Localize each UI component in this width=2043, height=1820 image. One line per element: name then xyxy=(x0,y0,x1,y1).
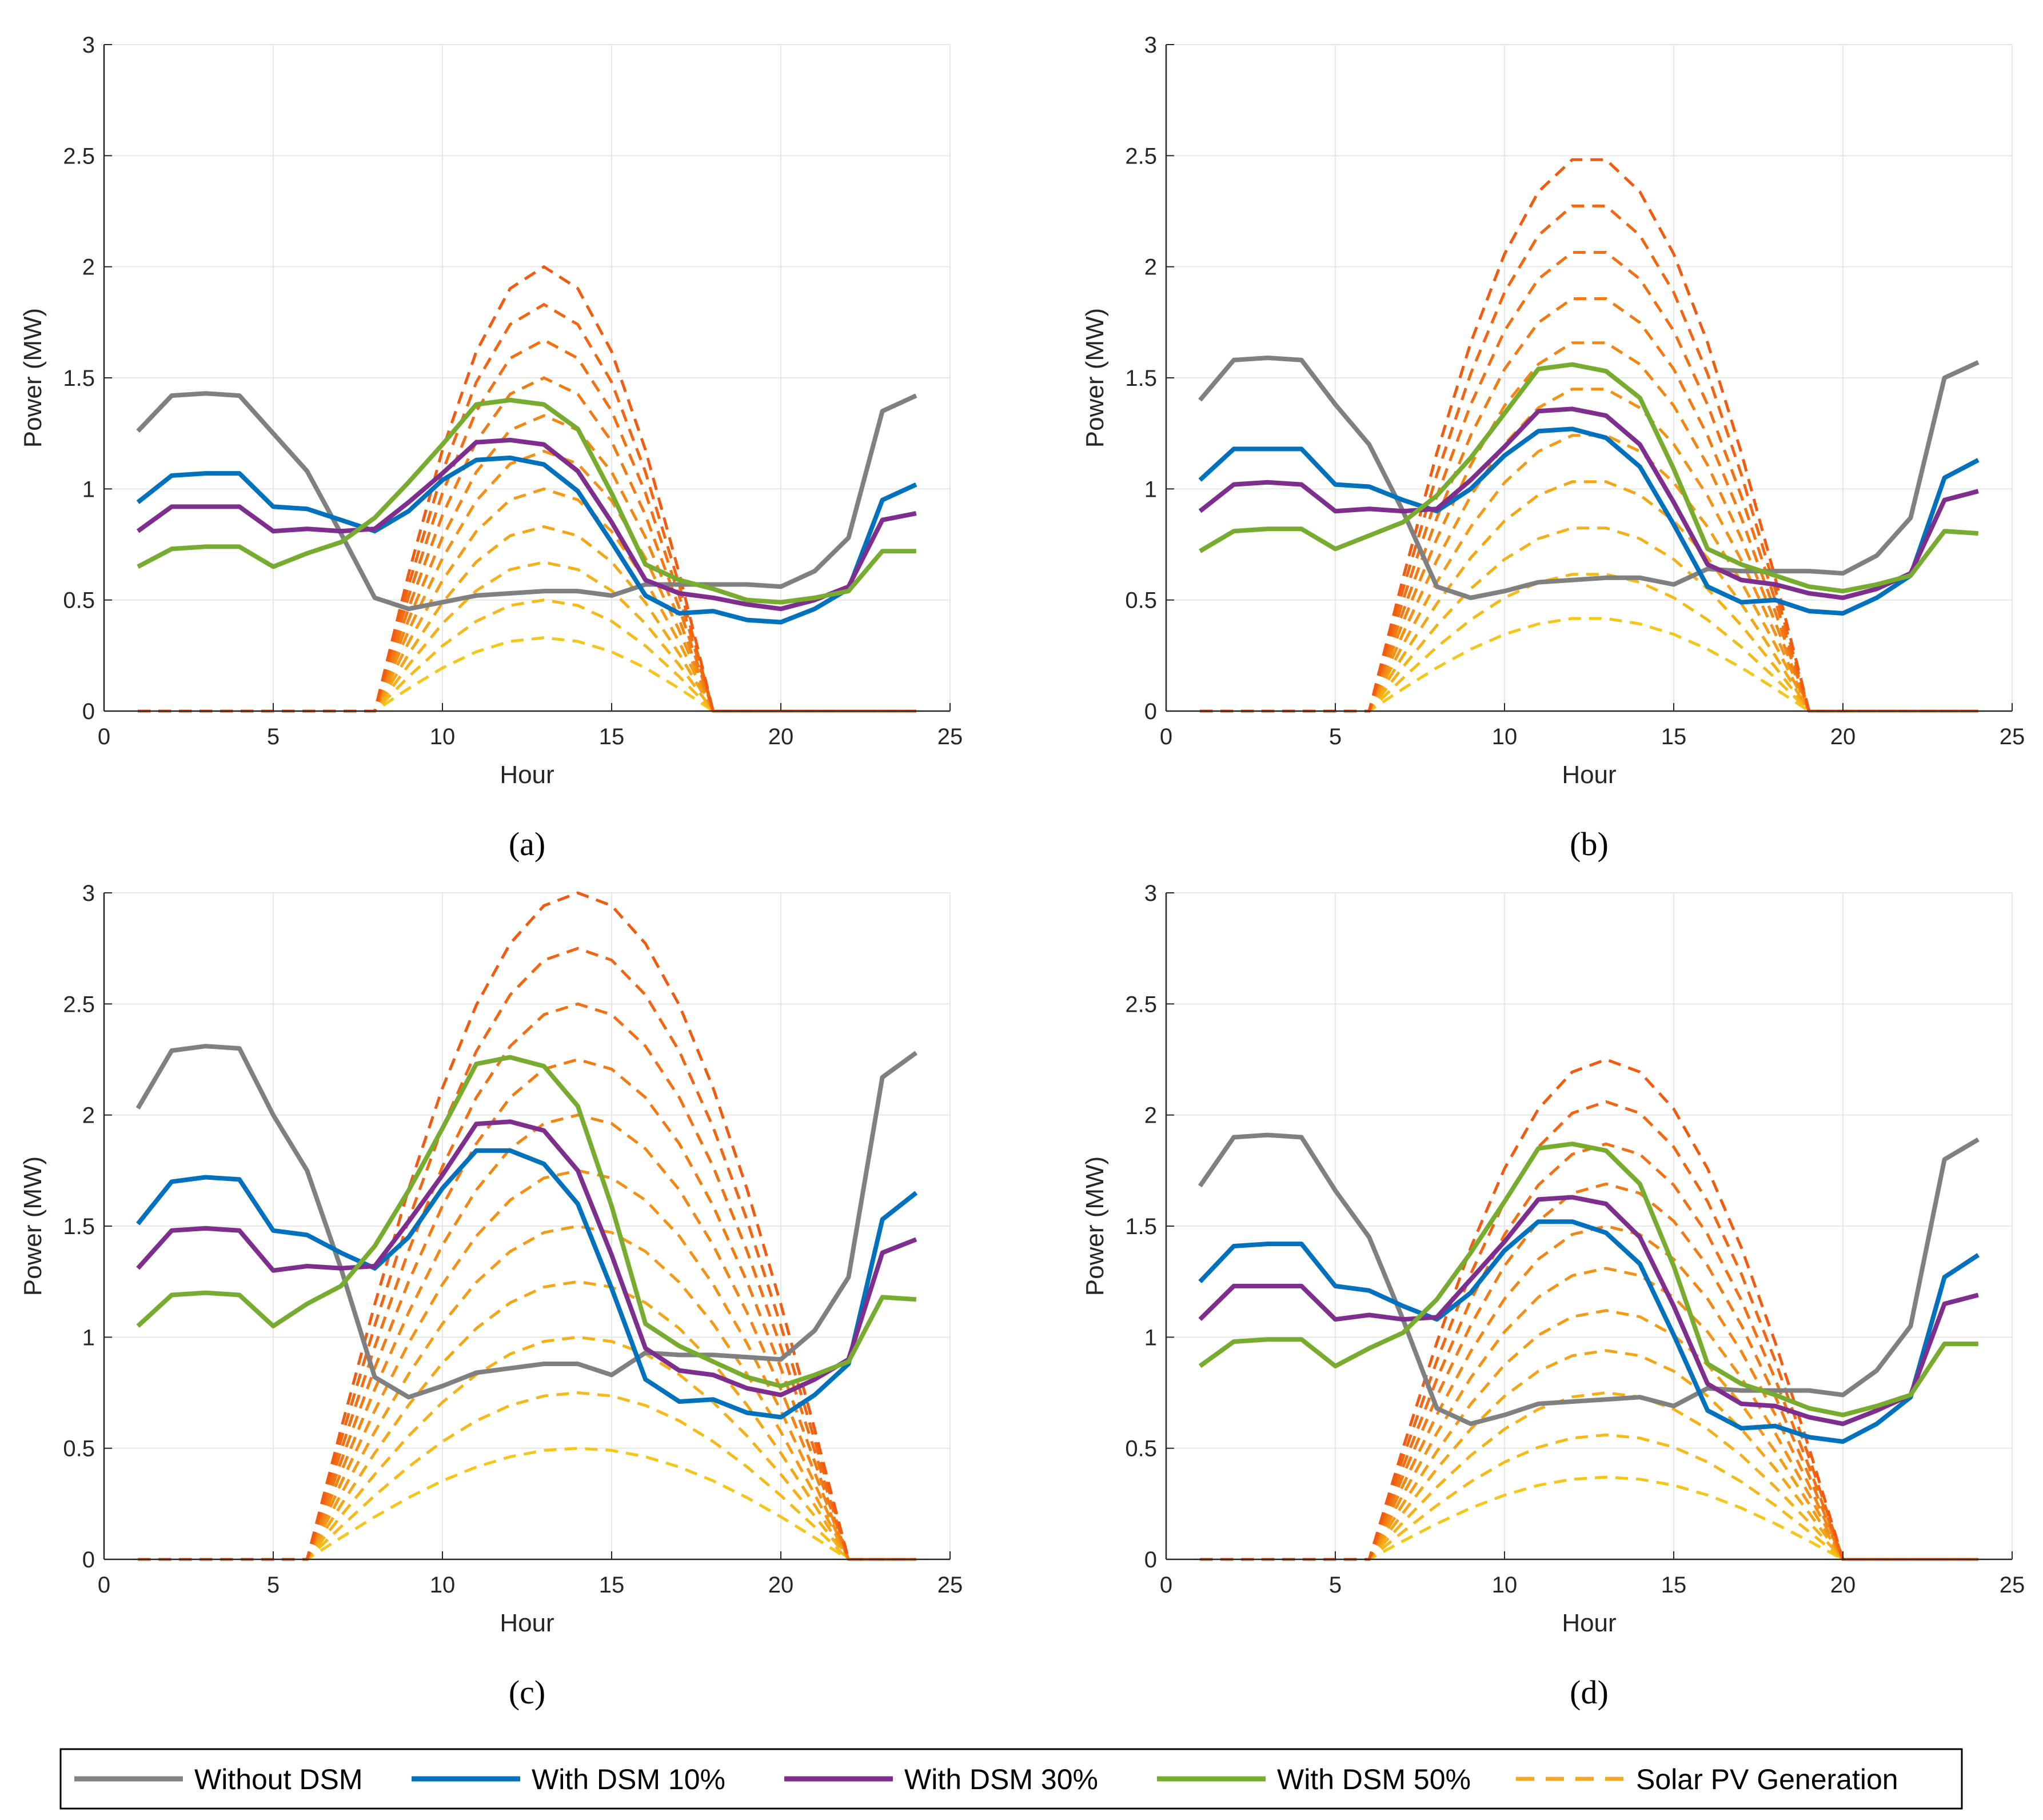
x-tick-label: 20 xyxy=(1830,1572,1856,1598)
series-line-with-dsm-50 xyxy=(136,1055,917,1388)
legend-label: Without DSM xyxy=(194,1763,363,1795)
x-tick-label: 15 xyxy=(599,724,625,749)
legend: Without DSM With DSM 10% With DSM 30% With … xyxy=(59,1748,1963,1810)
y-tick-label: 0 xyxy=(82,1547,95,1572)
y-tick-label: 2.5 xyxy=(1125,143,1157,169)
y-tick-label: 2.5 xyxy=(1125,992,1157,1017)
y-tick-label: 2.5 xyxy=(63,143,95,169)
x-tick-label: 10 xyxy=(430,724,456,749)
y-tick-label: 0.5 xyxy=(1125,1436,1157,1462)
y-tick-label: 2 xyxy=(82,255,95,280)
y-tick-label: 3 xyxy=(82,33,95,58)
y-axis-title: Power (MW) xyxy=(1081,308,1109,448)
series-line-with-dsm-30 xyxy=(1198,1195,1979,1426)
legend-label: Solar PV Generation xyxy=(1636,1763,1898,1795)
panel-label: (a) xyxy=(509,825,545,863)
y-tick-label: 2 xyxy=(82,1103,95,1128)
series-line-with-dsm-50 xyxy=(1198,1142,1978,1418)
series-line-with-dsm-10 xyxy=(136,1148,918,1420)
y-tick-label: 1.5 xyxy=(1125,1214,1157,1239)
x-tick-label: 25 xyxy=(2000,1572,2025,1598)
x-axis-title: Hour xyxy=(1562,1609,1616,1637)
x-tick-label: 15 xyxy=(1661,724,1687,749)
y-axis-title: Power (MW) xyxy=(19,308,47,448)
y-tick-label: 1.5 xyxy=(63,1214,95,1239)
x-tick-label: 20 xyxy=(768,1572,794,1598)
y-tick-label: 2 xyxy=(1144,1103,1157,1128)
legend-label: With DSM 30% xyxy=(904,1763,1098,1795)
series-line-with-dsm-30 xyxy=(136,437,917,612)
legend-label: With DSM 50% xyxy=(1277,1763,1471,1795)
series-line-with-dsm-10 xyxy=(136,455,917,625)
x-axis-title: Hour xyxy=(1562,761,1616,789)
gridlines xyxy=(103,44,951,712)
panel-a: 0 5 10 15 20 25 0 0.5 1 1.5 2 2.5 3 Hour Power (MW) (a) xyxy=(19,33,963,863)
panel-d: 0 5 10 15 20 25 0 0.5 1 1.5 2 2.5 3 Hour Power (MW) (d) xyxy=(1081,881,2025,1711)
y-tick-label: 0.5 xyxy=(63,1436,95,1462)
series-line-with-dsm-50 xyxy=(1199,362,1979,594)
x-tick-label: 10 xyxy=(1492,724,1518,749)
y-tick-label: 2 xyxy=(1144,255,1157,280)
y-tick-label: 1 xyxy=(82,477,95,502)
x-tick-label: 20 xyxy=(1830,724,1856,749)
x-tick-label: 5 xyxy=(1329,724,1342,749)
y-tick-label: 0 xyxy=(82,699,95,724)
panel-c: 0 5 10 15 20 25 0 0.5 1 1.5 2 2.5 3 Hour Power (MW) (c) xyxy=(19,881,963,1711)
panel-label: (d) xyxy=(1570,1674,1609,1711)
y-tick-label: 3 xyxy=(1144,33,1157,58)
series-line-without-dsm xyxy=(1198,1132,1980,1426)
x-axis-title: Hour xyxy=(500,761,554,789)
x-tick-label: 20 xyxy=(768,724,794,749)
y-tick-label: 1 xyxy=(1144,1325,1157,1350)
y-tick-label: 0 xyxy=(1144,699,1157,724)
series-line-with-dsm-10 xyxy=(1198,426,1980,616)
series-line-without-dsm xyxy=(136,391,917,612)
panel-label: (c) xyxy=(509,1674,545,1711)
y-tick-label: 1 xyxy=(82,1325,95,1350)
x-tick-label: 25 xyxy=(2000,724,2025,749)
y-tick-label: 0.5 xyxy=(1125,588,1157,613)
x-tick-label: 5 xyxy=(267,1572,280,1598)
x-tick-label: 10 xyxy=(430,1572,456,1598)
x-tick-label: 25 xyxy=(937,724,963,749)
x-tick-label: 0 xyxy=(1160,724,1172,749)
legend-label: With DSM 10% xyxy=(532,1763,725,1795)
y-axis-title: Power (MW) xyxy=(1081,1156,1109,1296)
x-tick-label: 15 xyxy=(1661,1572,1687,1598)
y-tick-label: 0.5 xyxy=(63,588,95,613)
x-tick-label: 5 xyxy=(1329,1572,1342,1598)
x-tick-label: 25 xyxy=(937,1572,963,1598)
series-line-with-dsm-50 xyxy=(137,397,916,605)
y-tick-label: 3 xyxy=(1144,881,1157,906)
series-line-without-dsm xyxy=(1198,356,1980,600)
x-tick-label: 15 xyxy=(599,1572,625,1598)
x-tick-label: 0 xyxy=(98,724,110,749)
y-tick-label: 2.5 xyxy=(63,992,95,1017)
x-tick-label: 0 xyxy=(1160,1572,1172,1598)
panel-label: (b) xyxy=(1570,825,1609,863)
x-axis-title: Hour xyxy=(500,1609,554,1637)
panel-b: 0 5 10 15 20 25 0 0.5 1 1.5 2 2.5 3 Hour Power (MW) (b) xyxy=(1081,33,2025,863)
y-axis-title: Power (MW) xyxy=(19,1156,47,1296)
series-line-without-dsm xyxy=(135,1044,918,1400)
y-tick-label: 1 xyxy=(1144,477,1157,502)
y-tick-label: 1.5 xyxy=(1125,366,1157,391)
series-line-with-dsm-30 xyxy=(136,1119,917,1398)
series-line-with-dsm-10 xyxy=(1198,1219,1980,1444)
y-tick-label: 0 xyxy=(1144,1547,1157,1572)
legend-box xyxy=(59,1748,1963,1810)
x-tick-label: 0 xyxy=(98,1572,110,1598)
y-tick-label: 1.5 xyxy=(63,366,95,391)
series-line-with-dsm-30 xyxy=(1198,406,1979,600)
x-tick-label: 5 xyxy=(267,724,280,749)
y-tick-label: 3 xyxy=(82,881,95,906)
x-tick-label: 10 xyxy=(1492,1572,1518,1598)
